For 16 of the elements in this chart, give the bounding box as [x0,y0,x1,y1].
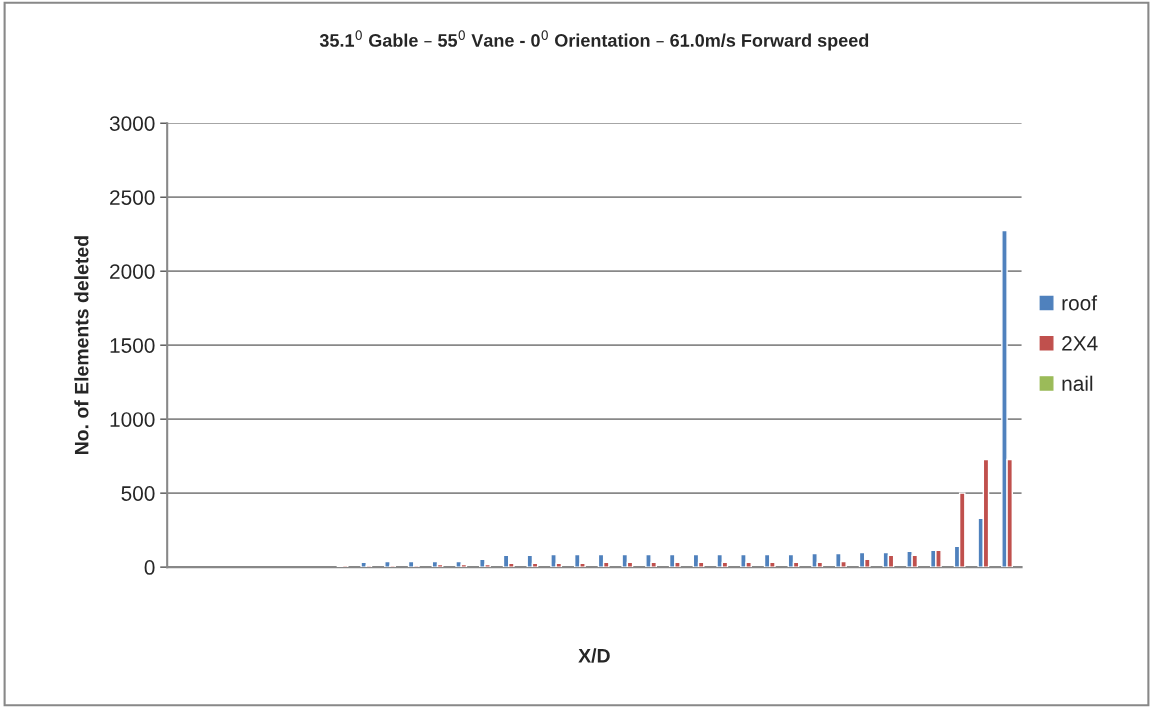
y-tick-label: 1500 [110,338,155,353]
bar [958,492,966,568]
y-tick-label: 2000 [110,264,155,279]
x-axis-title: X/D [578,648,610,663]
y-tick-label: 1000 [110,412,155,427]
bar [621,553,629,568]
chart-title: 35.1$^{0}$ Gable – 55$^{0}$ Vane - 0$^{0}$ Orientation – 61.0m/s Forward speed [319,30,869,51]
y-axis-title: No. of Elements deleted [74,236,89,455]
y-tick-label: 3000 [109,116,155,131]
y-tick-label: 0 [144,560,155,575]
legend-label: roof [1062,295,1098,311]
bar [887,554,895,568]
legend-label: 2X4 [1062,335,1098,351]
legend-label: nail [1062,375,1093,391]
y-tick-label: 500 [121,486,155,501]
y-tick-label: 2500 [110,190,155,205]
